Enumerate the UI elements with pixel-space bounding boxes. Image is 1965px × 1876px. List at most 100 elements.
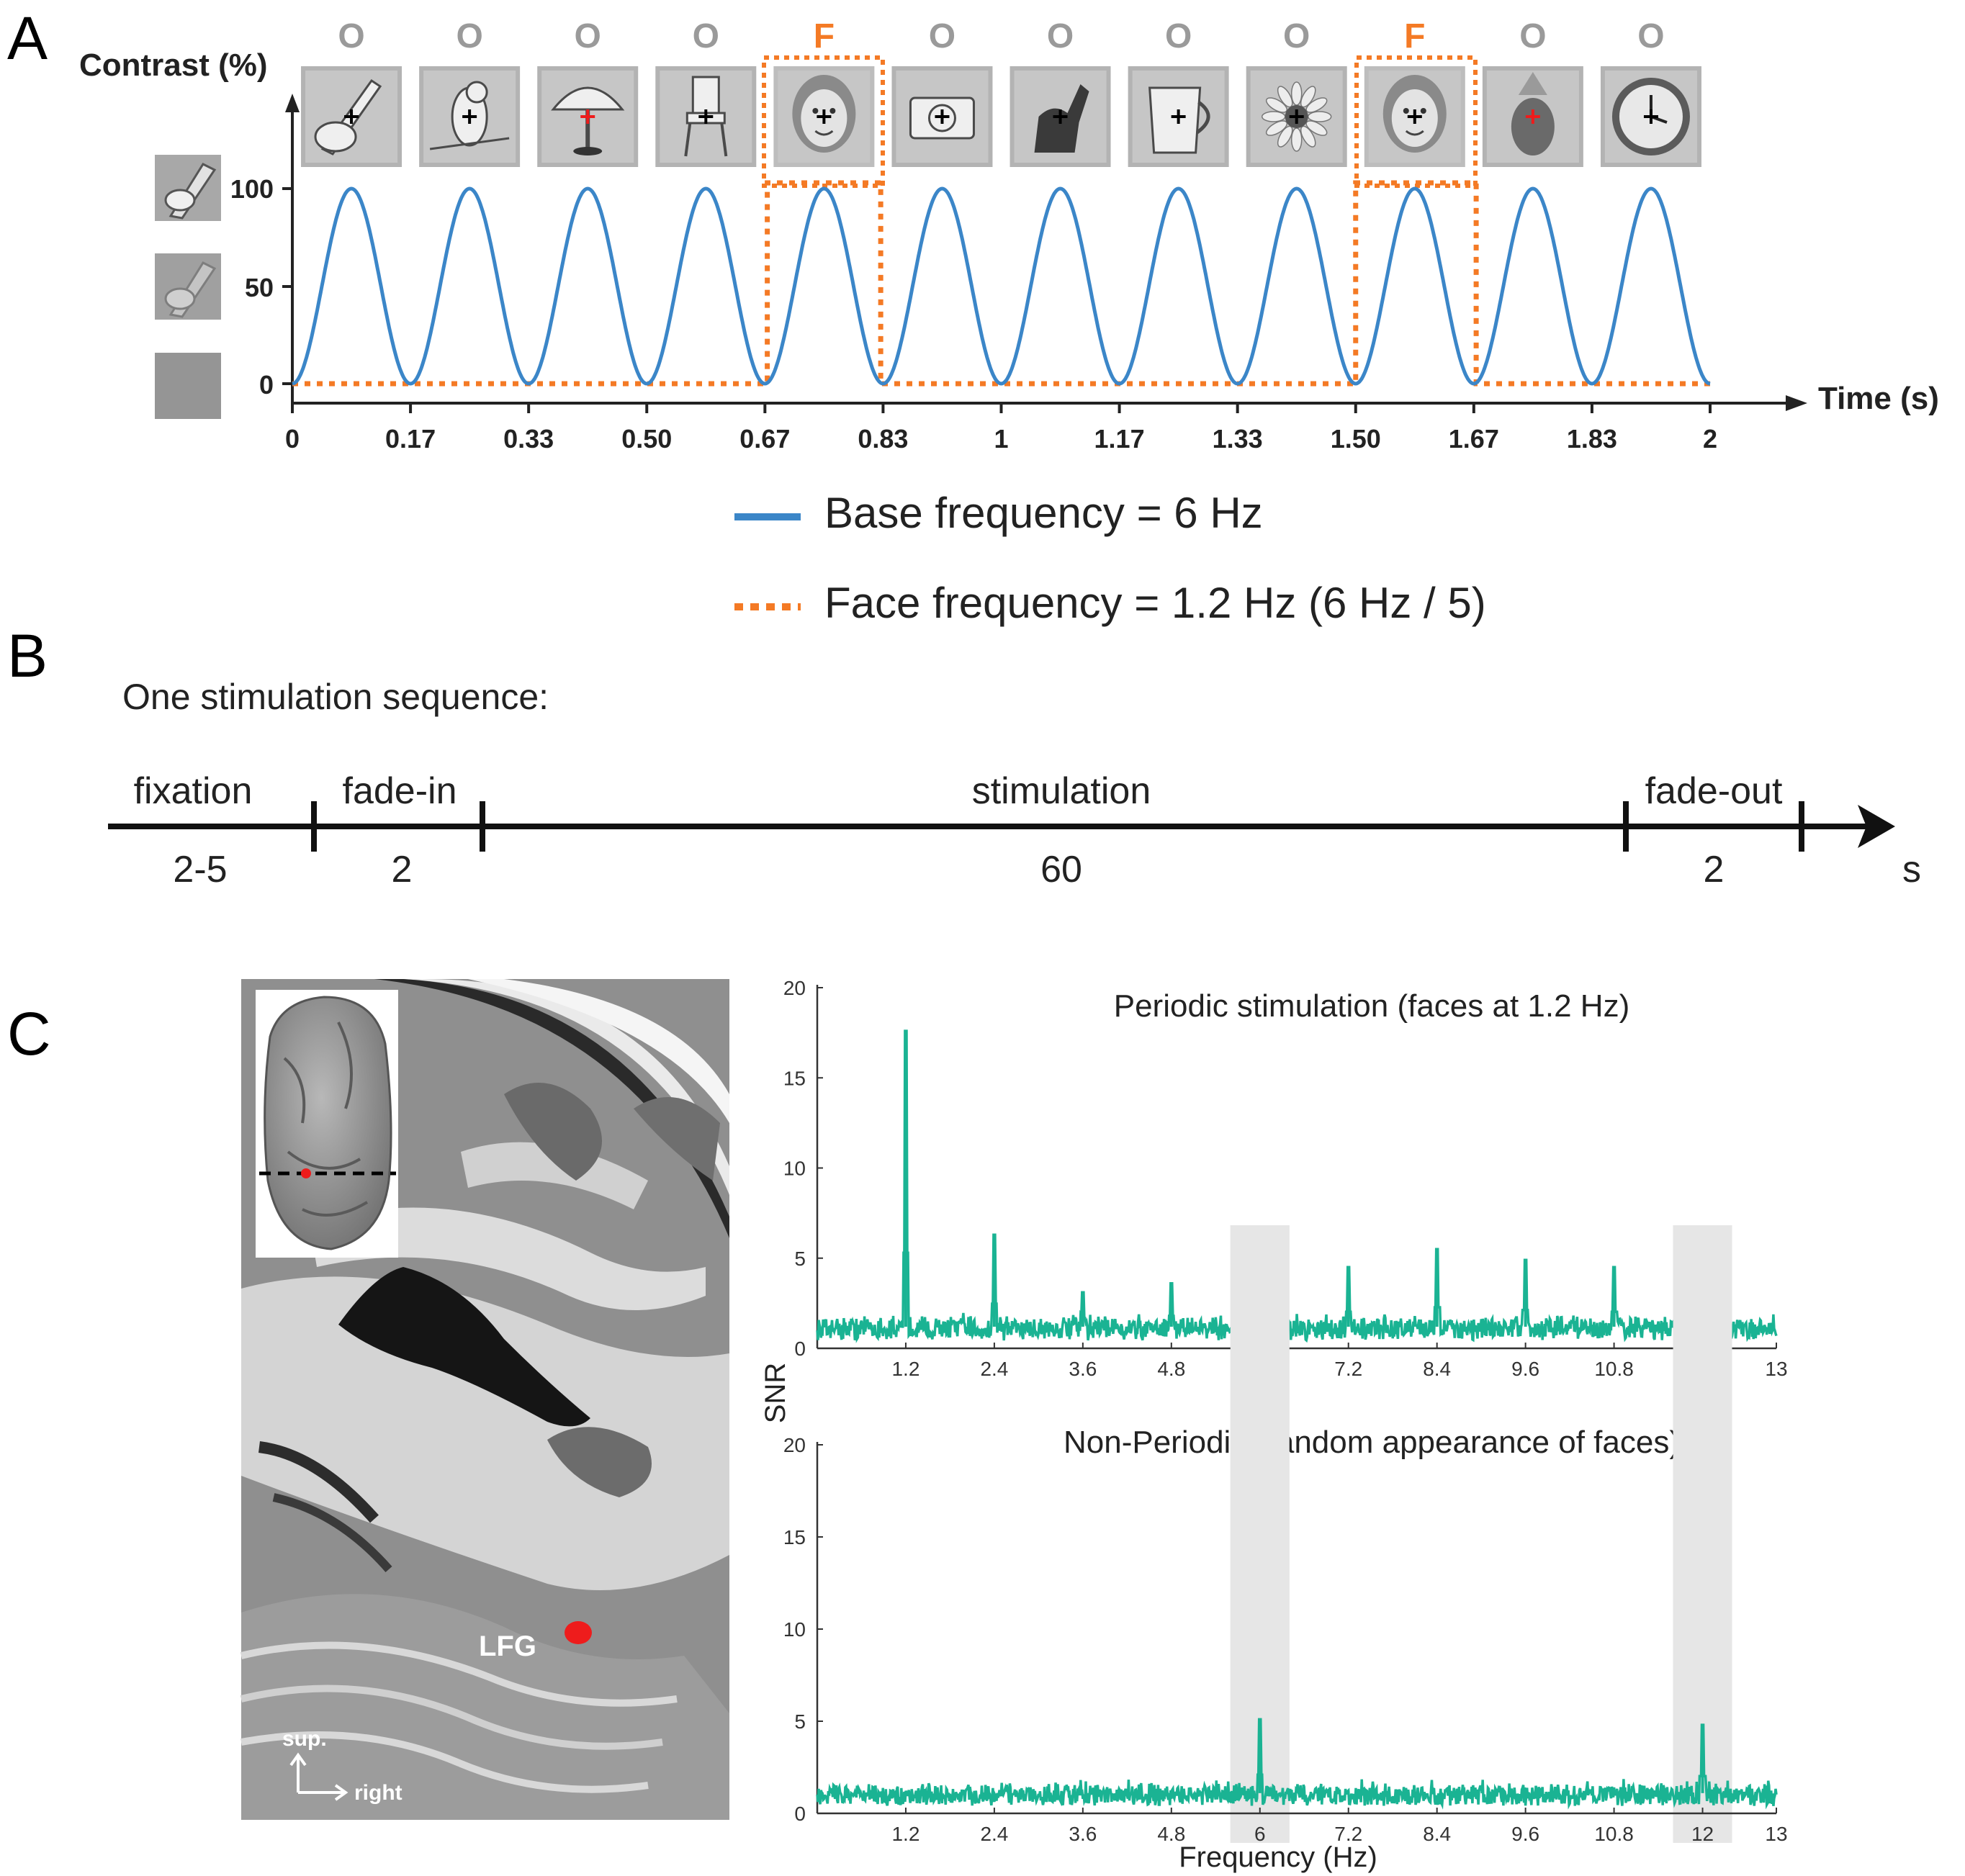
x-tick-label: 0.33 — [503, 424, 554, 454]
object-stimulus: O — [1010, 17, 1111, 167]
mug-icon — [1128, 66, 1229, 167]
lfg-label: LFG — [479, 1631, 536, 1662]
x-tick-label: 0 — [285, 424, 300, 454]
stimulus-label: O — [929, 17, 955, 55]
x-tick-label: 1.2 — [891, 1358, 919, 1380]
y-tick-label: 20 — [783, 1434, 806, 1456]
y-axis-ticks: 100 50 0 — [230, 174, 292, 400]
stimulus-label: F — [814, 17, 835, 55]
x-tick-label: 13 — [1765, 1823, 1787, 1845]
timeline-segment-fade-in: fade-in 2 — [343, 770, 457, 890]
segment-duration: 2 — [1704, 849, 1725, 890]
chart-title: Periodic stimulation (faces at 1.2 Hz) — [1114, 988, 1630, 1024]
segment-label: fixation — [134, 770, 253, 812]
y-tick-label: 0 — [794, 1338, 806, 1360]
x-tick-label: 10.8 — [1594, 1823, 1634, 1845]
snr-chart-non-periodic: Non-Periodic (random appearance of faces… — [783, 1225, 1788, 1845]
y-tick-label: 20 — [783, 977, 806, 999]
face-frame — [762, 55, 885, 188]
y-tick-label: 0 — [794, 1803, 806, 1825]
timeline-segment-fixation: fixation 2-5 — [134, 770, 253, 890]
electrode-dot-icon — [301, 1168, 311, 1178]
object-stimulus: O — [891, 17, 993, 167]
x-tick-label: 4.8 — [1157, 1823, 1185, 1845]
brain-3d-icon — [264, 996, 392, 1250]
chair-icon — [655, 66, 757, 167]
x-tick-label: 8.4 — [1423, 1823, 1451, 1845]
stimulus-label: O — [338, 17, 364, 55]
snr-axis-label: SNR — [760, 1363, 791, 1423]
x-tick-label: 7.2 — [1334, 1823, 1362, 1845]
x-tick-label: 1.83 — [1567, 424, 1617, 454]
object-stimulus: O — [655, 17, 757, 167]
x-tick-label: 2.4 — [980, 1358, 1008, 1380]
stimulus-label: O — [1637, 17, 1664, 55]
lfg-marker-icon — [565, 1621, 592, 1644]
y-tick-label: 0 — [259, 370, 274, 400]
stimulus-label: O — [693, 17, 719, 55]
stimulus-label: O — [1519, 17, 1546, 55]
x-tick-label: 1.2 — [891, 1823, 919, 1845]
segment-duration: 2-5 — [173, 849, 227, 890]
y-tick-label: 15 — [783, 1067, 806, 1089]
snr-series-line — [816, 1718, 1778, 1810]
panel-b-letter: B — [7, 622, 48, 690]
stimulus-label: O — [575, 17, 601, 55]
frequency-axis-label: Frequency (Hz) — [1179, 1841, 1377, 1873]
segment-duration: 2 — [392, 849, 413, 890]
stimulus-label: F — [1404, 17, 1425, 55]
stimulus-label: O — [1283, 17, 1310, 55]
x-tick-label: 1 — [994, 424, 1008, 454]
x-tick-label: 0.17 — [385, 424, 436, 454]
face-stimulus: F — [773, 17, 875, 167]
stimulus-label: O — [1165, 17, 1192, 55]
y-tick-label: 100 — [230, 174, 274, 204]
x-tick-label: 13 — [1765, 1358, 1787, 1380]
timeline-segment-fade-out: fade-out 2 — [1645, 770, 1783, 890]
face-frames — [762, 55, 1478, 188]
x-tick-label: 6 — [1254, 1823, 1266, 1845]
y-axis-arrow-icon — [285, 94, 300, 112]
segment-label: fade-out — [1645, 770, 1783, 812]
segment-label: fade-in — [343, 770, 457, 812]
contrast-square-50 — [155, 253, 221, 320]
direction-label-right: right — [354, 1781, 403, 1805]
x-tick-label: 1.17 — [1094, 424, 1145, 454]
contrast-square-0 — [155, 353, 221, 419]
x-axis-arrow-icon — [1786, 395, 1807, 411]
object-stimulus: O — [1482, 17, 1583, 167]
y-tick-label: 10 — [783, 1158, 806, 1180]
panel-a-letter: A — [7, 4, 48, 72]
x-tick-label: 7.2 — [1334, 1358, 1362, 1380]
object-stimulus: O — [301, 17, 403, 167]
y-tick-label: 50 — [245, 273, 274, 302]
snr-series-line — [816, 1029, 1778, 1343]
x-tick-label: 12 — [1691, 1823, 1714, 1845]
y-tick-label: 5 — [794, 1248, 806, 1270]
object-stimulus: O — [419, 17, 521, 167]
sequence-title: One stimulation sequence: — [122, 677, 549, 717]
contrast-square-100 — [155, 155, 221, 221]
x-tick-label: 3.6 — [1069, 1823, 1097, 1845]
y-tick-label: 5 — [794, 1710, 806, 1733]
x-axis-label: Time (s) — [1818, 381, 1939, 416]
object-stimulus: O — [1600, 17, 1701, 167]
direction-label-sup: sup. — [282, 1727, 327, 1751]
face-frequency-line — [292, 180, 1710, 387]
legend-base-label: Base frequency = 6 Hz — [824, 489, 1263, 537]
x-tick-label: 2 — [1703, 424, 1717, 454]
y-tick-label: 15 — [783, 1526, 806, 1548]
panel-b: B One stimulation sequence: fixation 2-5… — [7, 622, 1921, 890]
panel-c: C — [7, 977, 1788, 1873]
contrast-reference-squares — [155, 155, 221, 419]
horse-icon — [1010, 66, 1111, 167]
face-stimulus: F — [1364, 17, 1465, 167]
x-tick-label: 1.50 — [1331, 424, 1381, 454]
stimulus-label: O — [1047, 17, 1074, 55]
x-tick-label: 1.67 — [1449, 424, 1499, 454]
face-frame — [1354, 55, 1478, 188]
object-stimulus: O — [537, 17, 639, 167]
object-stimulus: O — [1246, 17, 1347, 167]
